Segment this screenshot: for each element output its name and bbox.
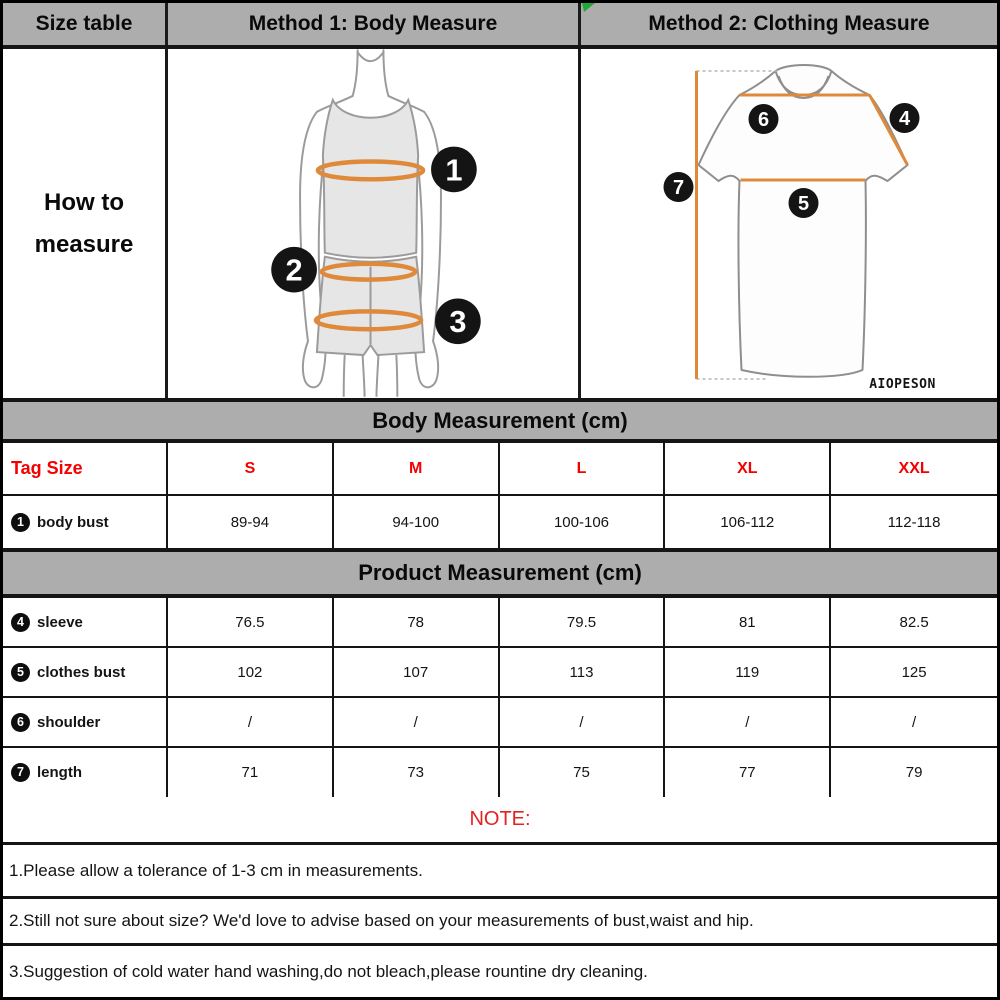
value-cell: 94-100 (334, 496, 500, 548)
how-to-line2: measure (34, 230, 134, 258)
size-col-l: L (500, 443, 666, 494)
tshirt-shape (697, 64, 909, 378)
marker-4-icon: 4 (11, 612, 30, 632)
measurement-lines (695, 71, 909, 379)
size-col-xxl: XXL (898, 459, 930, 477)
value-cell: / (912, 713, 917, 731)
body-measurement-section-title: Body Measurement (cm) (3, 398, 997, 443)
value-cell: 75 (500, 748, 666, 797)
size-header-row: Tag Size S M L XL XXL (3, 443, 997, 496)
table-row-clothes-bust: 5 clothes bust 102 107 113 119 125 (3, 648, 997, 698)
row-label-text: clothes bust (37, 663, 126, 681)
how-to-measure-label: How to measure (3, 49, 168, 398)
value-cell: 77 (665, 748, 832, 797)
svg-text:6: 6 (758, 109, 769, 131)
note-item-3: 3.Suggestion of cold water hand washing,… (3, 946, 997, 997)
value-cell: 81 (665, 598, 832, 646)
value-cell: 73 (334, 748, 500, 797)
svg-text:2: 2 (286, 253, 303, 288)
marker-1-icon: 1 (11, 512, 30, 532)
table-row-shoulder: 6 shoulder / / / / / (3, 698, 997, 748)
value-cell: 119 (665, 648, 832, 696)
value-cell: 113 (500, 648, 666, 696)
value-cell: / (334, 698, 500, 746)
note-item-1: 1.Please allow a tolerance of 1-3 cm in … (3, 845, 997, 899)
note-item-2: 2.Still not sure about size? We'd love t… (3, 899, 997, 946)
row-label: 6 shoulder (3, 698, 168, 746)
value-cell: 106-112 (665, 496, 832, 548)
marker-5-icon: 5 (11, 662, 30, 682)
brand-label: AIOPESON (869, 377, 936, 392)
header-method2: Method 2: Clothing Measure (581, 3, 997, 45)
value-cell: 76.5 (168, 598, 334, 646)
value-cell: / (665, 698, 832, 746)
shirt-marker-6: 6 (748, 104, 779, 134)
value-cell: 107 (334, 648, 500, 696)
tshirt-illustration: 6 4 5 7 AIOPESON (663, 64, 936, 392)
value-cell: / (500, 698, 666, 746)
row-label: 4 sleeve (3, 598, 168, 646)
body-measure-diagram: 1 2 3 (168, 49, 581, 398)
value-cell: 82.5 (899, 613, 929, 631)
clothing-measure-diagram: 6 4 5 7 AIOPESON (581, 49, 997, 398)
table-row-body-bust: 1 body bust 89-94 94-100 100-106 106-112… (3, 496, 997, 548)
body-marker-1: 1 (431, 146, 477, 193)
table-row-length: 7 length 71 73 75 77 79 (3, 748, 997, 797)
shirt-marker-5: 5 (788, 188, 819, 218)
note-title: NOTE: (3, 797, 997, 845)
row-label-text: body bust (37, 513, 109, 531)
body-figure-illustration: 1 2 3 (271, 49, 481, 397)
header-method2-label: Method 2: Clothing Measure (648, 12, 930, 35)
row-label: 1 body bust (3, 496, 168, 548)
value-cell: 125 (901, 663, 927, 681)
svg-text:5: 5 (798, 193, 809, 215)
svg-text:4: 4 (899, 108, 911, 130)
value-cell: 71 (168, 748, 334, 797)
svg-text:7: 7 (673, 177, 684, 199)
size-col-xl: XL (665, 443, 832, 494)
header-size-table: Size table (3, 3, 168, 45)
how-to-line1: How to (44, 188, 124, 216)
body-marker-2: 2 (271, 246, 317, 293)
table-row-sleeve: 4 sleeve 76.5 78 79.5 81 82.5 (3, 598, 997, 648)
marker-7-icon: 7 (11, 763, 30, 782)
row-label-text: length (37, 764, 82, 781)
value-cell: 79.5 (500, 598, 666, 646)
svg-text:1: 1 (445, 152, 462, 187)
tag-size-header: Tag Size (3, 443, 168, 494)
value-cell: / (168, 698, 334, 746)
green-corner-flag-icon (582, 3, 595, 12)
how-to-measure-row: How to measure (3, 49, 997, 398)
value-cell: 79 (905, 764, 923, 781)
shirt-marker-7: 7 (663, 172, 694, 202)
value-cell: 102 (168, 648, 334, 696)
row-label: 7 length (3, 748, 168, 797)
row-label-text: shoulder (37, 713, 101, 731)
measurement-bands (313, 159, 426, 332)
value-cell: 89-94 (168, 496, 334, 548)
marker-6-icon: 6 (11, 712, 30, 732)
header-method1: Method 1: Body Measure (168, 3, 581, 45)
body-marker-3: 3 (435, 298, 481, 345)
size-col-m: M (334, 443, 500, 494)
value-cell: 100-106 (500, 496, 666, 548)
row-label: 5 clothes bust (3, 648, 168, 696)
value-cell: 78 (334, 598, 500, 646)
value-cell: 112-118 (887, 513, 941, 531)
shirt-marker-4: 4 (889, 103, 920, 133)
row-label-text: sleeve (37, 613, 83, 631)
svg-text:3: 3 (449, 304, 466, 339)
product-measurement-section-title: Product Measurement (cm) (3, 548, 997, 598)
table-header-row: Size table Method 1: Body Measure Method… (3, 3, 997, 49)
size-col-s: S (168, 443, 334, 494)
